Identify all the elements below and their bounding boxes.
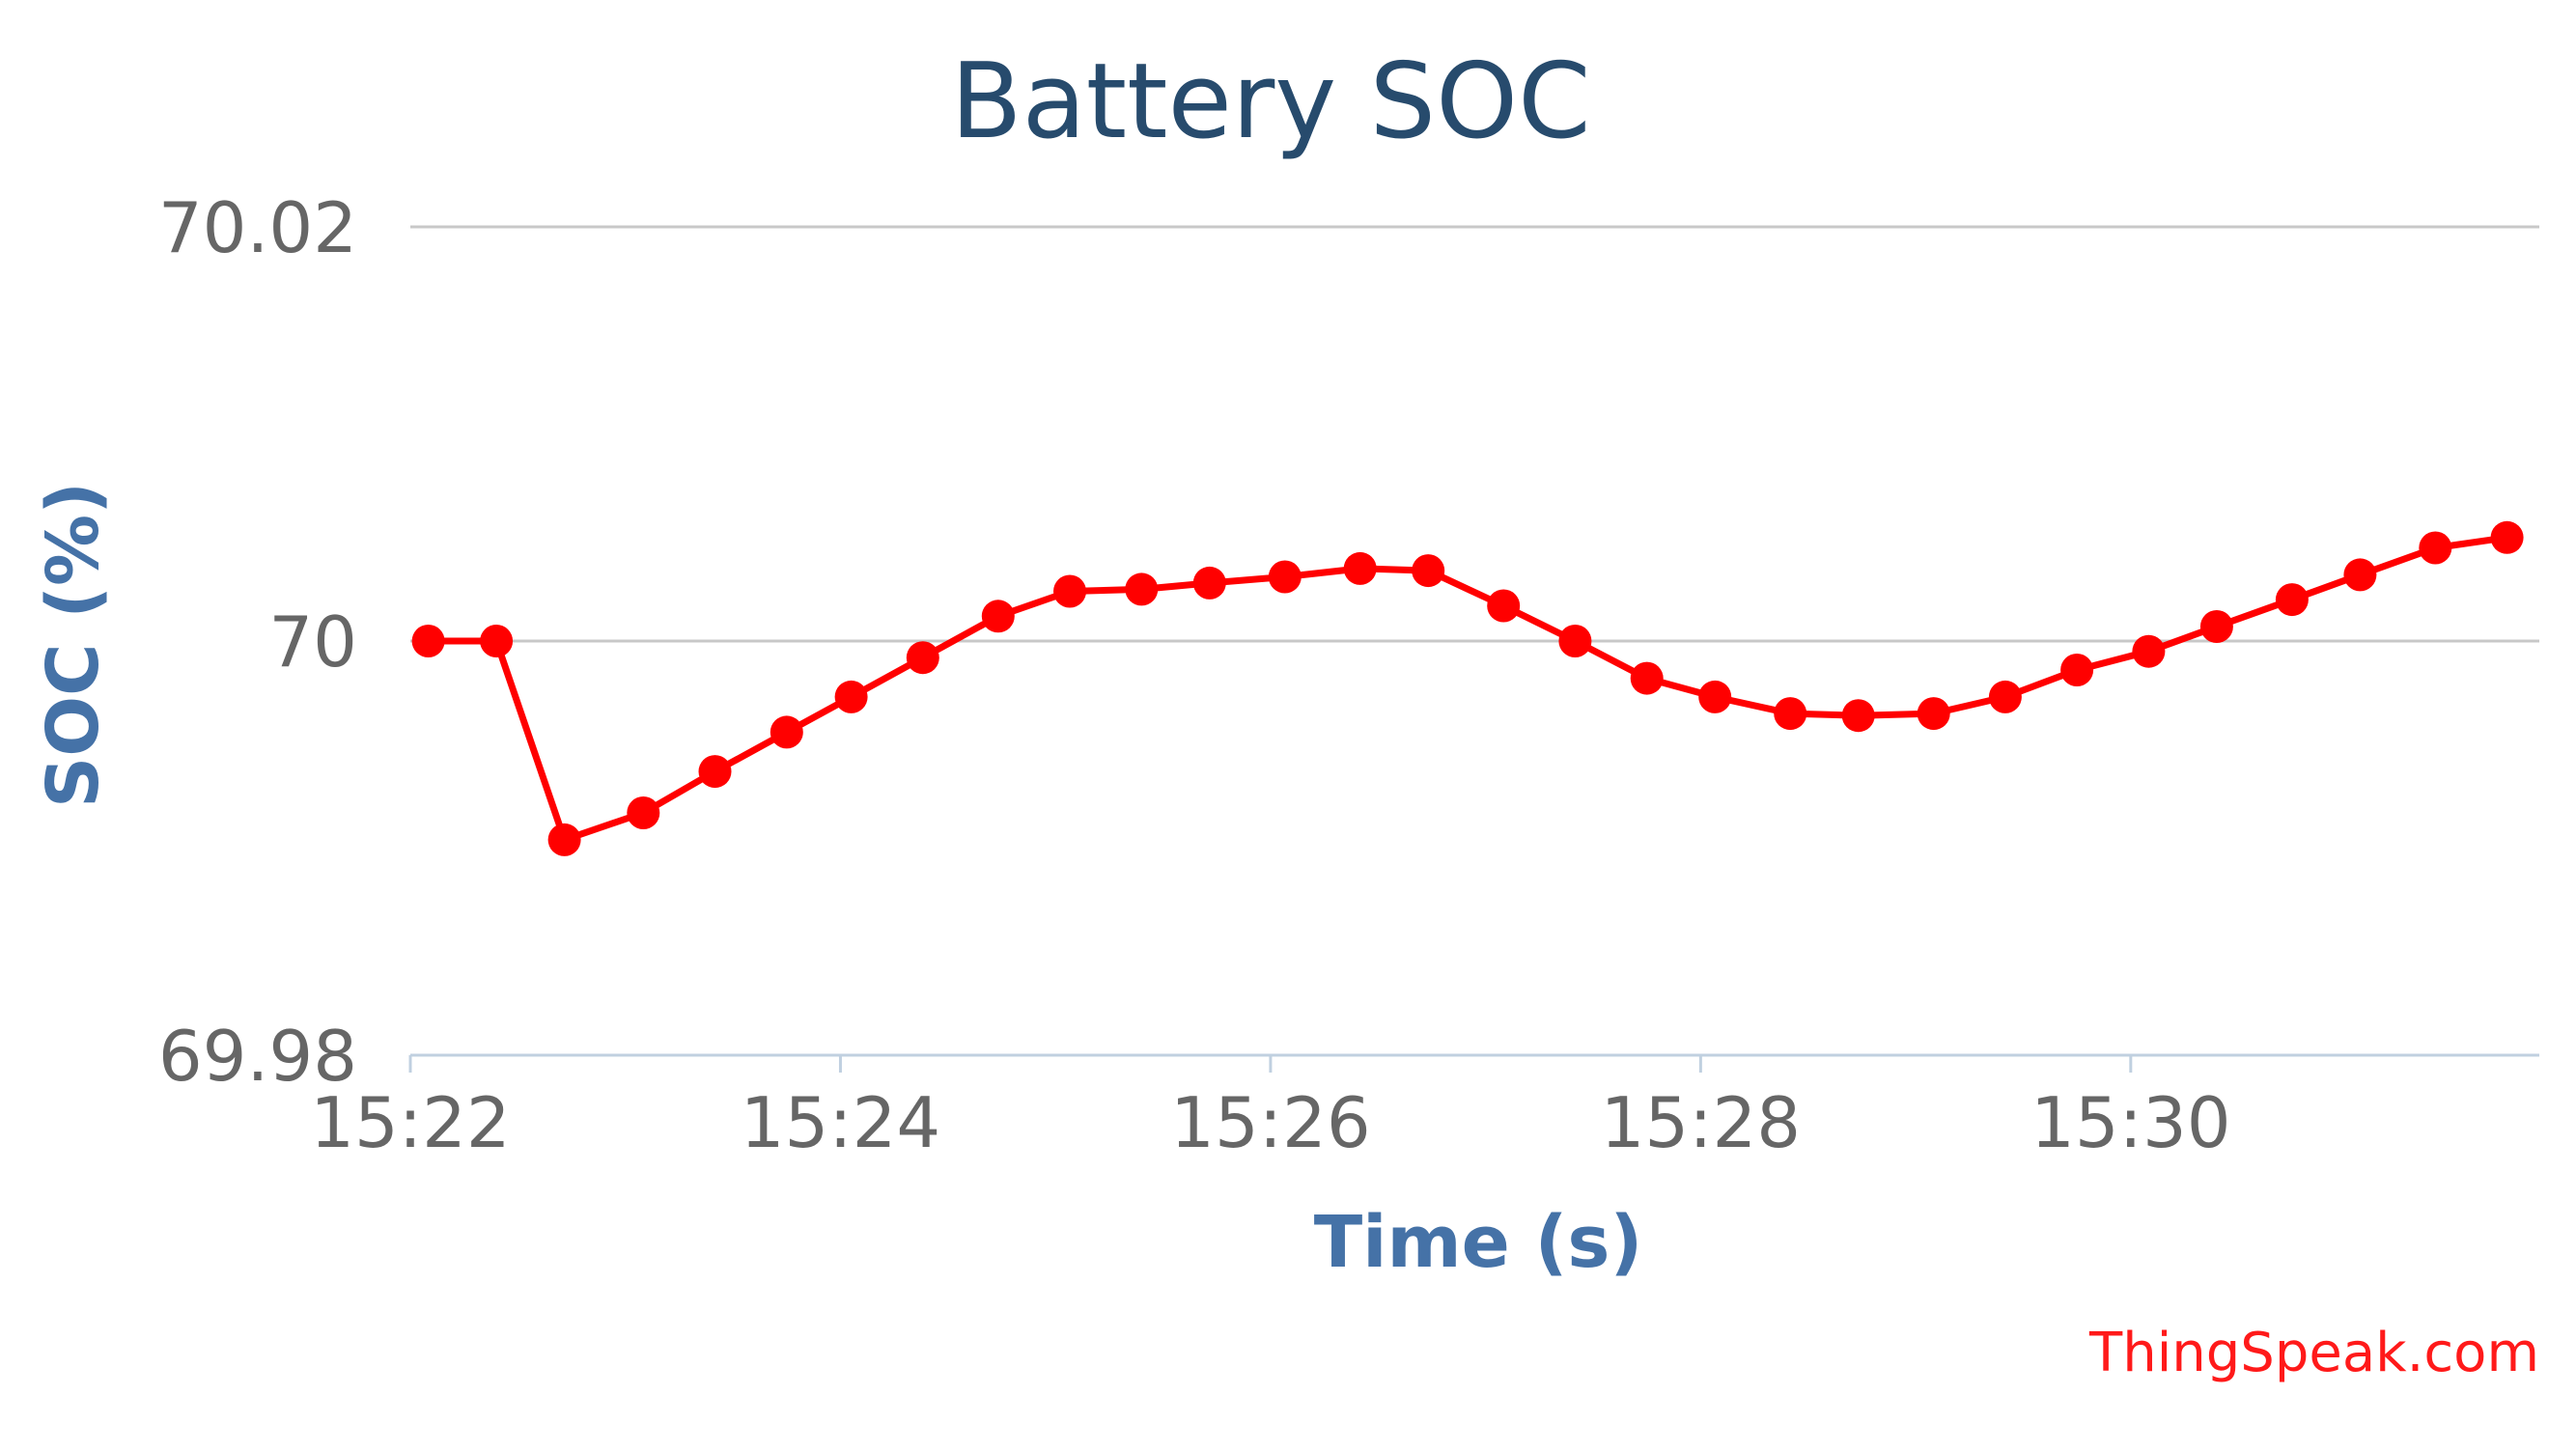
data-point[interactable] — [1053, 574, 1086, 608]
x-axis-tick-labels: 15:22 15:24 15:26 15:28 15:30 — [310, 1082, 2230, 1163]
data-point[interactable] — [981, 600, 1015, 633]
data-point[interactable] — [2199, 610, 2233, 643]
data-point[interactable] — [1630, 661, 1664, 695]
data-point[interactable] — [698, 755, 732, 789]
x-axis-title: Time (s) — [1314, 1201, 1643, 1284]
data-point[interactable] — [627, 796, 660, 829]
data-point[interactable] — [834, 680, 868, 713]
data-point[interactable] — [1917, 697, 1950, 731]
x-tick-label: 15:28 — [1601, 1082, 1802, 1163]
data-point[interactable] — [906, 641, 939, 675]
x-tick-label: 15:22 — [310, 1082, 511, 1163]
series-soc — [411, 520, 2524, 856]
data-point[interactable] — [1841, 699, 1875, 733]
x-axis — [408, 1053, 2539, 1073]
data-point[interactable] — [1125, 572, 1159, 606]
chart-title: Battery SOC — [950, 42, 1590, 162]
data-point[interactable] — [1698, 680, 1732, 713]
data-point[interactable] — [2490, 520, 2524, 554]
data-point[interactable] — [2419, 531, 2452, 565]
data-point[interactable] — [2060, 654, 2094, 686]
data-point[interactable] — [411, 625, 445, 657]
data-point[interactable] — [2132, 634, 2166, 668]
x-tick-label: 15:26 — [1170, 1082, 1371, 1163]
x-tick-label: 15:30 — [2030, 1082, 2231, 1163]
data-point[interactable] — [1343, 551, 1377, 585]
x-tick-label: 15:24 — [741, 1082, 941, 1163]
data-point[interactable] — [1268, 560, 1302, 594]
data-point[interactable] — [1988, 680, 2022, 713]
y-axis-title: SOC (%) — [32, 482, 115, 808]
credit-link[interactable]: ThingSpeak.com — [2088, 1322, 2539, 1384]
data-point[interactable] — [1558, 625, 1592, 657]
data-point[interactable] — [1192, 566, 1226, 600]
data-point[interactable] — [480, 625, 514, 657]
data-point[interactable] — [2275, 583, 2309, 617]
data-point[interactable] — [1412, 554, 1445, 588]
data-point[interactable] — [1487, 589, 1521, 623]
y-tick-label: 70.02 — [158, 187, 357, 268]
y-axis-tick-labels: 69.98 70 70.02 — [158, 187, 357, 1097]
data-point[interactable] — [1774, 697, 1807, 731]
y-tick-label: 70 — [268, 601, 357, 683]
data-point[interactable] — [2343, 558, 2377, 592]
data-point[interactable] — [547, 823, 581, 856]
y-tick-label: 69.98 — [158, 1016, 357, 1097]
data-point[interactable] — [770, 715, 803, 749]
